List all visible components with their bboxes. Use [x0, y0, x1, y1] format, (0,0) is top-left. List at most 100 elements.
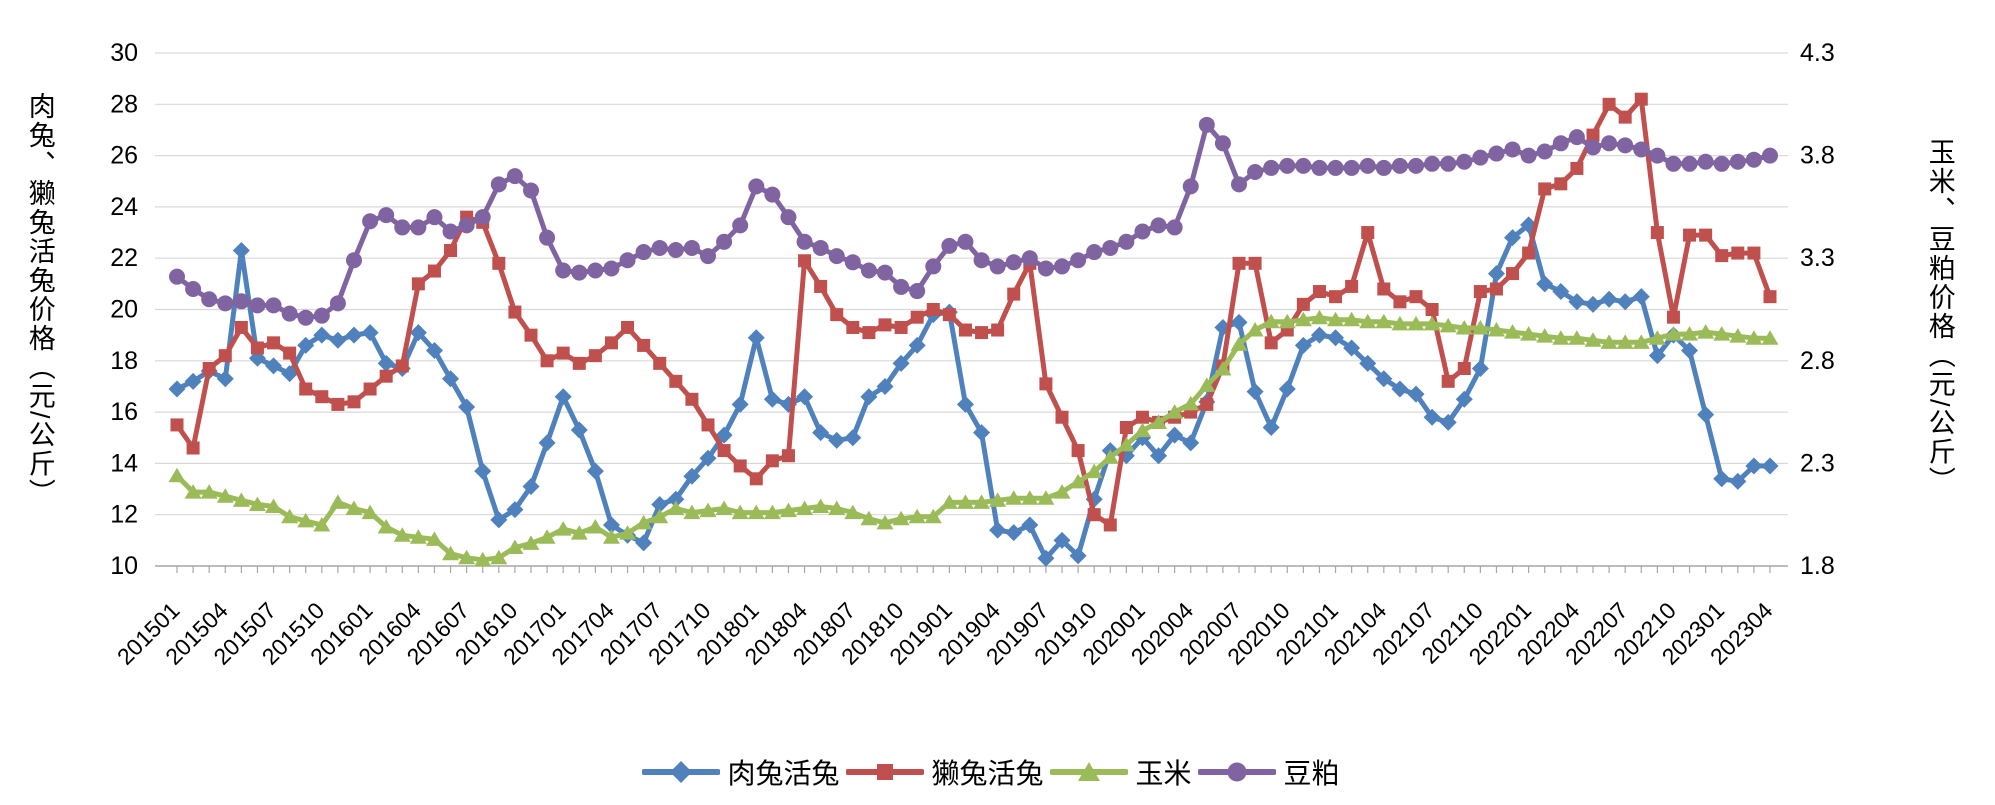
series-rex-rabbit-live-line — [174, 96, 1773, 528]
series-corn-marker — [924, 508, 942, 524]
series-soybean-meal-marker — [1182, 178, 1199, 195]
series-rex-rabbit-live-marker — [250, 341, 264, 355]
series-soybean-meal-marker — [941, 237, 958, 254]
series-rex-rabbit-live-marker — [1506, 267, 1520, 281]
y-left-tick-label: 14 — [110, 449, 138, 477]
series-soybean-meal-marker — [1745, 151, 1762, 168]
series-corn-marker — [763, 504, 781, 520]
series-corn-marker — [1713, 326, 1731, 341]
series-soybean-meal-marker — [1166, 219, 1183, 236]
series-soybean-meal-marker — [523, 182, 539, 199]
series-rex-rabbit-live-marker — [1087, 508, 1101, 522]
series-meat-rabbit-live-marker — [474, 462, 492, 480]
series-rex-rabbit-live-marker — [1119, 420, 1133, 434]
series-corn-marker — [1278, 313, 1296, 329]
series-corn-marker — [635, 514, 653, 530]
series-rex-rabbit-live-marker — [749, 472, 763, 486]
series-corn-marker — [361, 504, 379, 520]
series-rex-rabbit-live-marker — [958, 323, 972, 337]
series-meat-rabbit-live-marker — [1632, 288, 1650, 306]
series-meat-rabbit-live-marker — [1391, 380, 1409, 398]
right-axis-title: 玉米、豆粕价格（元/公斤） — [1924, 138, 1955, 496]
series-soybean-meal-marker — [1681, 155, 1698, 172]
series-rex-rabbit-live-marker — [1377, 282, 1391, 296]
series-meat-rabbit-live-marker — [796, 388, 814, 406]
series-corn-marker — [1471, 319, 1489, 335]
series-corn-marker — [1310, 309, 1328, 325]
series-soybean-meal-marker — [619, 252, 636, 269]
series-meat-rabbit-live-marker — [635, 534, 653, 552]
series-corn-marker — [1101, 449, 1119, 464]
series-meat-rabbit-live-marker — [1005, 524, 1023, 542]
series-meat-rabbit-live-marker — [1327, 329, 1345, 347]
series-meat-rabbit-live-marker — [1150, 447, 1168, 465]
series-meat-rabbit-live-marker — [1504, 229, 1522, 247]
series-meat-rabbit-live-marker — [1681, 342, 1699, 360]
series-corn-marker — [1230, 336, 1248, 351]
series-corn-marker — [1182, 395, 1200, 411]
legend-label: 玉米 — [1135, 758, 1192, 789]
series-soybean-meal-marker — [748, 178, 765, 195]
y-left-tick-label: 12 — [110, 501, 138, 529]
series-soybean-meal-marker — [1762, 147, 1778, 164]
series-corn-marker — [281, 508, 299, 524]
series-meat-rabbit-live-marker — [329, 331, 347, 349]
series-corn-marker — [1021, 490, 1039, 505]
series-corn-marker — [796, 500, 814, 516]
series-soybean-meal-marker — [217, 295, 234, 312]
series-soybean-meal-marker — [458, 217, 475, 234]
series-soybean-meal-marker — [844, 254, 861, 271]
series-soybean-meal-marker — [297, 309, 314, 326]
series-soybean-meal-marker — [1086, 244, 1103, 261]
series-rex-rabbit-live-marker — [572, 356, 586, 370]
series-soybean-meal-marker — [265, 297, 282, 314]
series-rex-rabbit-live-marker — [814, 279, 828, 293]
series-soybean-meal-marker — [1311, 159, 1328, 176]
series-corn-marker — [570, 525, 588, 540]
series-corn-marker — [940, 494, 958, 509]
y-left-tick-label: 20 — [110, 296, 138, 324]
series-rex-rabbit-live-marker — [1457, 361, 1471, 375]
series-corn-marker — [1439, 317, 1457, 333]
series-rex-rabbit-live-marker — [299, 382, 313, 396]
series-rex-rabbit-live-marker — [653, 356, 667, 370]
y-right-tick-label: 2.8 — [1800, 347, 1835, 375]
series-corn-marker — [297, 512, 315, 528]
series-corn-marker — [1037, 490, 1055, 505]
series-rex-rabbit-live-marker — [1055, 410, 1069, 424]
series-rex-rabbit-live-marker — [862, 326, 876, 340]
series-meat-rabbit-live-marker — [828, 431, 846, 449]
y-right-tick-label: 3.8 — [1800, 142, 1835, 170]
series-corn-marker — [554, 521, 572, 536]
series-meat-rabbit-live-marker — [458, 398, 476, 416]
series-rex-rabbit-live-marker — [540, 354, 554, 368]
series-soybean-meal-marker — [1037, 260, 1054, 277]
series-rex-rabbit-live-marker — [798, 254, 812, 268]
series-soybean-meal-marker — [185, 280, 202, 297]
legend-item-soybean-meal: 豆粕 — [1197, 752, 1340, 792]
series-soybean-meal-marker — [1408, 157, 1424, 174]
series-rex-rabbit-live-marker — [991, 323, 1005, 337]
series-soybean-meal-marker — [442, 223, 459, 240]
series-corn-marker — [651, 508, 669, 524]
series-meat-rabbit-live-marker — [216, 370, 234, 388]
y-left-tick-label: 24 — [110, 193, 138, 221]
series-soybean-meal-marker — [1568, 129, 1585, 146]
series-rex-rabbit-live-marker — [846, 320, 860, 334]
series-meat-rabbit-live-marker — [168, 380, 186, 398]
series-meat-rabbit-live-marker — [876, 377, 894, 395]
series-soybean-meal-marker — [1118, 233, 1135, 250]
series-rex-rabbit-live-marker — [1296, 297, 1310, 311]
legend-item-meat-rabbit-live: 肉兔活兔 — [641, 752, 840, 792]
series-meat-rabbit-live-marker — [667, 490, 685, 508]
series-soybean-meal-marker — [1424, 155, 1441, 172]
series-soybean-meal-marker — [394, 219, 411, 236]
series-rex-rabbit-live-marker — [508, 305, 522, 319]
series-corn-marker — [1455, 319, 1473, 335]
series-rex-rabbit-live-marker — [1634, 92, 1648, 106]
series-corn-marker — [747, 504, 765, 520]
series-rex-rabbit-live-marker — [588, 349, 602, 363]
series-soybean-meal-marker — [1504, 141, 1521, 158]
series-soybean-meal-marker — [426, 209, 443, 226]
series-corn-marker — [779, 502, 797, 518]
